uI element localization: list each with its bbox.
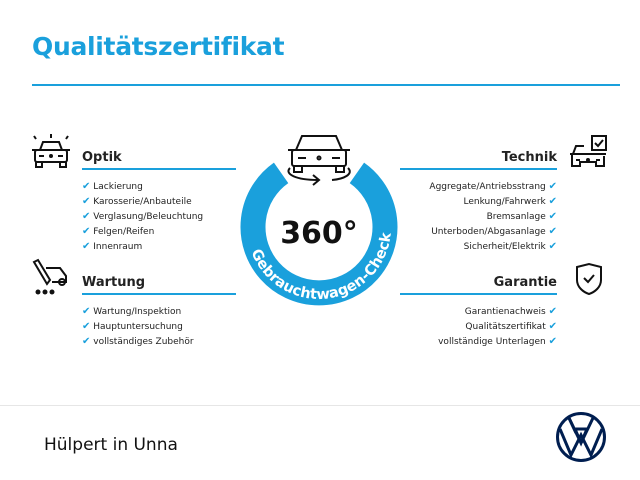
car-lights-icon bbox=[32, 134, 70, 168]
check-icon: ✔ bbox=[548, 241, 557, 252]
footer-divider bbox=[0, 405, 640, 406]
item-label: Verglasung/Beleuchtung bbox=[93, 212, 204, 222]
badge-ring bbox=[240, 162, 398, 306]
list-item: Sicherheit/Elektrik ✔ bbox=[429, 239, 557, 254]
check-icon: ✔ bbox=[548, 336, 557, 347]
check-icon: ✔ bbox=[82, 321, 91, 332]
list-item: Unterboden/Abgasanlage ✔ bbox=[429, 224, 557, 239]
check-icon: ✔ bbox=[82, 211, 91, 222]
check-icon: ✔ bbox=[82, 306, 91, 317]
list-item: Bremsanlage ✔ bbox=[429, 209, 557, 224]
technik-divider bbox=[400, 168, 557, 170]
list-item: Garantienachweis ✔ bbox=[438, 304, 557, 319]
wartung-list: ✔ Wartung/Inspektion ✔ Hauptuntersuchung… bbox=[82, 304, 194, 349]
check-icon: ✔ bbox=[548, 321, 557, 332]
item-label: Qualitätszertifikat bbox=[465, 322, 546, 332]
item-label: vollständige Unterlagen bbox=[438, 337, 546, 347]
item-label: Garantienachweis bbox=[464, 307, 546, 317]
item-label: Hauptuntersuchung bbox=[93, 322, 183, 332]
item-label: Lackierung bbox=[93, 182, 143, 192]
section-title-wartung: Wartung bbox=[82, 275, 146, 290]
check-icon: ✔ bbox=[548, 211, 557, 222]
car-checklist-icon bbox=[570, 135, 607, 167]
car-rotate-icon bbox=[287, 135, 351, 186]
item-label: Innenraum bbox=[93, 242, 143, 252]
item-label: Aggregate/Antriebsstrang bbox=[429, 182, 546, 192]
check-icon: ✔ bbox=[82, 181, 91, 192]
garantie-divider bbox=[400, 293, 557, 295]
item-label: Karosserie/Anbauteile bbox=[93, 197, 192, 207]
item-label: Unterboden/Abgasanlage bbox=[431, 227, 546, 237]
check-icon: ✔ bbox=[82, 196, 91, 207]
dealer-name: Hülpert in Unna bbox=[44, 435, 178, 455]
check-icon: ✔ bbox=[548, 306, 557, 317]
section-title-technik: Technik bbox=[501, 150, 557, 165]
vw-logo bbox=[556, 412, 606, 462]
check-icon: ✔ bbox=[82, 226, 91, 237]
item-label: Lenkung/Fahrwerk bbox=[463, 197, 546, 207]
list-item: ✔ Hauptuntersuchung bbox=[82, 319, 194, 334]
check-icon: ✔ bbox=[548, 196, 557, 207]
service-wrench-icon bbox=[32, 258, 67, 295]
list-item: ✔ vollständiges Zubehör bbox=[82, 334, 194, 349]
item-label: Bremsanlage bbox=[486, 212, 546, 222]
list-item: ✔ Innenraum bbox=[82, 239, 203, 254]
check-icon: ✔ bbox=[82, 336, 91, 347]
list-item: ✔ Lackierung bbox=[82, 179, 203, 194]
section-title-optik: Optik bbox=[82, 150, 122, 165]
garantie-list: Garantienachweis ✔ Qualitätszertifikat ✔… bbox=[438, 304, 557, 349]
page-title: Qualitätszertifikat bbox=[32, 32, 285, 61]
list-item: ✔ Karosserie/Anbauteile bbox=[82, 194, 203, 209]
optik-list: ✔ Lackierung ✔ Karosserie/Anbauteile ✔ V… bbox=[82, 179, 203, 254]
badge-360-value: 360° bbox=[280, 216, 358, 251]
section-title-garantie: Garantie bbox=[493, 275, 557, 290]
gebrauchtwagen-check-badge: Gebrauchtwagen-Check 360° bbox=[240, 135, 398, 306]
shield-check-icon bbox=[576, 262, 602, 296]
check-icon: ✔ bbox=[548, 226, 557, 237]
item-label: Wartung/Inspektion bbox=[93, 307, 182, 317]
check-icon: ✔ bbox=[82, 241, 91, 252]
technik-list: Aggregate/Antriebsstrang ✔ Lenkung/Fahrw… bbox=[429, 179, 557, 254]
list-item: ✔ Wartung/Inspektion bbox=[82, 304, 194, 319]
list-item: Aggregate/Antriebsstrang ✔ bbox=[429, 179, 557, 194]
list-item: ✔ Felgen/Reifen bbox=[82, 224, 203, 239]
list-item: Qualitätszertifikat ✔ bbox=[438, 319, 557, 334]
optik-divider bbox=[82, 168, 236, 170]
list-item: vollständige Unterlagen ✔ bbox=[438, 334, 557, 349]
item-label: vollständiges Zubehör bbox=[93, 337, 194, 347]
list-item: Lenkung/Fahrwerk ✔ bbox=[429, 194, 557, 209]
title-divider bbox=[32, 84, 620, 86]
wartung-divider bbox=[82, 293, 236, 295]
item-label: Felgen/Reifen bbox=[93, 227, 155, 237]
item-label: Sicherheit/Elektrik bbox=[463, 242, 546, 252]
check-icon: ✔ bbox=[548, 181, 557, 192]
list-item: ✔ Verglasung/Beleuchtung bbox=[82, 209, 203, 224]
